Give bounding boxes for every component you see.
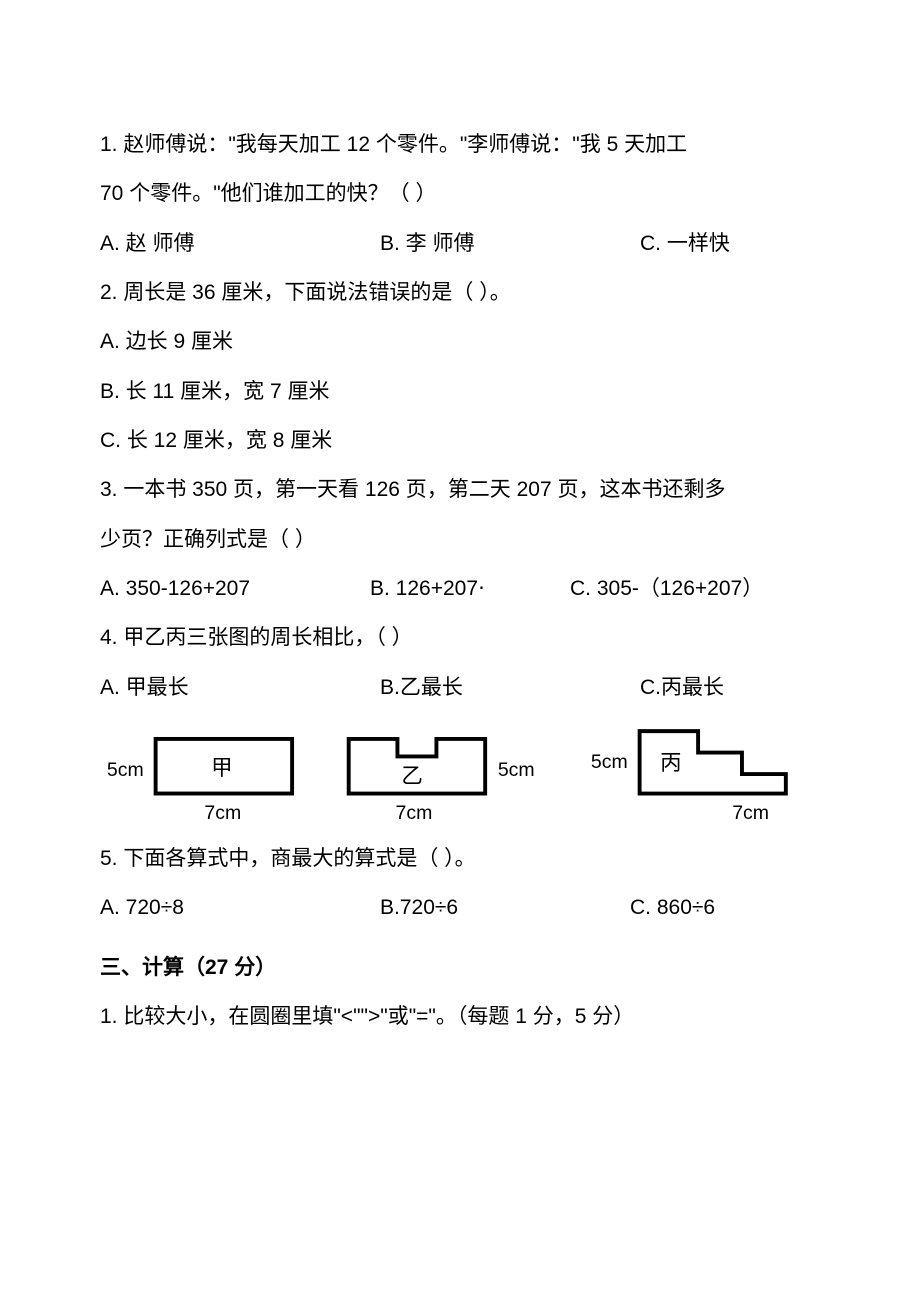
q4-optC: C.丙最长 [640,663,820,712]
q1-optC: C. 一样快 [640,219,820,268]
bing-label: 丙 [660,751,681,775]
q3-optB: B. 126+207․ [370,564,570,613]
jia-side-label: 5cm [107,759,144,781]
q5-optB: B.720÷6 [380,883,630,932]
section3-q1: 1. 比较大小，在圆圈里填"<"">"或"="。（每题 1 分，5 分） [100,992,820,1041]
q4-options: A. 甲最长 B.乙最长 C.丙最长 [100,663,820,712]
q5-options: A. 720÷8 B.720÷6 C. 860÷6 [100,883,820,932]
yi-side-label: 5cm [498,759,535,781]
q3-optC: C. 305-（126+207） [570,564,820,613]
q4-optA: A. 甲最长 [100,663,380,712]
section3-title: 三、计算（27 分） [100,943,820,992]
yi-label: 乙 [401,764,422,788]
q5-optC: C. 860÷6 [630,883,820,932]
shape-yi: 乙 5cm 7cm [337,720,556,830]
q2-optC: C. 长 12 厘米，宽 8 厘米 [100,416,820,465]
shape-bing: 5cm 丙 7cm [586,720,820,830]
q2-stem: 2. 周长是 36 厘米，下面说法错误的是（ ）。 [100,268,820,317]
q2-optB: B. 长 11 厘米，宽 7 厘米 [100,367,820,416]
q5-optA: A. 720÷8 [100,883,380,932]
q3-line1: 3. 一本书 350 页，第一天看 126 页，第二天 207 页，这本书还剩多 [100,465,820,514]
dot-icon: ․ [478,571,485,594]
q1-line1: 1. 赵师傅说："我每天加工 12 个零件。"李师傅说："我 5 天加工 [100,120,820,169]
q1-optB: B. 李 师傅 [380,219,640,268]
q4-diagrams: 5cm 甲 7cm 乙 5cm 7cm 5cm 丙 7cm [102,720,820,830]
q5-stem: 5. 下面各算式中，商最大的算式是（ ）。 [100,834,820,883]
q1-optA: A. 赵 师傅 [100,219,380,268]
jia-label: 甲 [211,756,232,780]
q3-optA: A. 350-126+207 [100,564,370,613]
bing-bottom-label: 7cm [732,802,769,824]
q3-options: A. 350-126+207 B. 126+207․ C. 305-（126+2… [100,564,820,613]
q1-options: A. 赵 师傅 B. 李 师傅 C. 一样快 [100,219,820,268]
q4-stem: 4. 甲乙丙三张图的周长相比，（ ） [100,613,820,662]
q1-line2: 70 个零件。"他们谁加工的快？（ ） [100,169,820,218]
shape-jia: 5cm 甲 7cm [102,720,307,830]
q3-line2: 少页？正确列式是（ ） [100,515,820,564]
q2-optA: A. 边长 9 厘米 [100,317,820,366]
bing-side-label: 5cm [591,751,628,773]
jia-bottom-label: 7cm [204,802,241,824]
yi-bottom-label: 7cm [395,802,432,824]
q4-optB: B.乙最长 [380,663,640,712]
